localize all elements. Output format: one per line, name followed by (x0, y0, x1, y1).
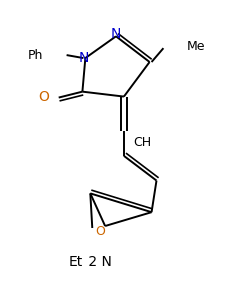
Text: O: O (95, 225, 105, 238)
Text: N: N (111, 27, 121, 41)
Text: N: N (78, 51, 88, 65)
Text: Ph: Ph (27, 49, 43, 62)
Text: Et: Et (69, 255, 83, 268)
Text: O: O (38, 90, 49, 103)
Text: CH: CH (133, 136, 151, 149)
Text: 2 N: 2 N (84, 255, 112, 268)
Text: Me: Me (187, 40, 206, 53)
